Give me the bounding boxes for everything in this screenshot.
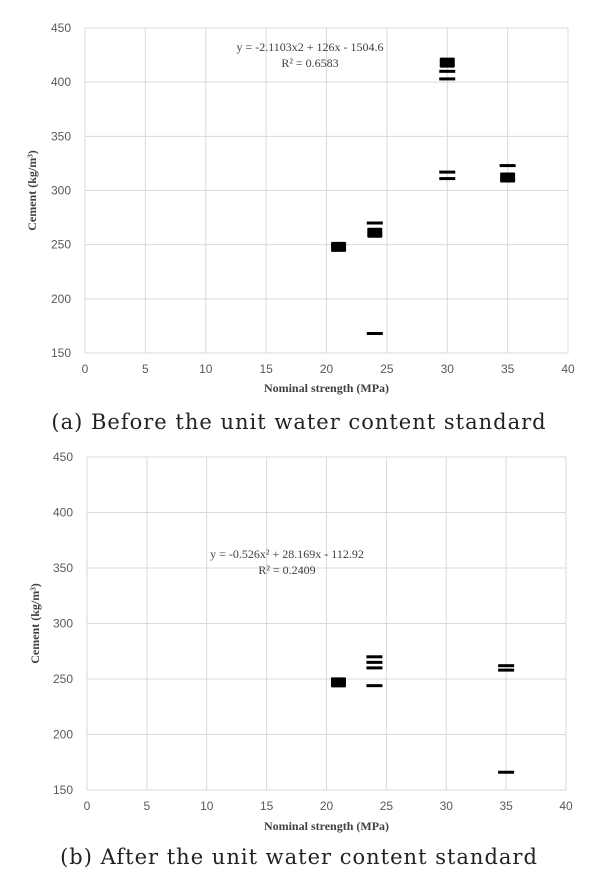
data-point [500,172,516,183]
plot-area-frame [84,27,569,354]
y-tick-label: 250 [51,238,71,252]
x-tick-label: 30 [441,362,455,376]
data-point [498,770,515,774]
x-tick-label: 20 [320,362,334,376]
data-point [366,684,383,688]
y-tick-label: 450 [51,21,71,35]
data-point [498,668,515,672]
x-tick-label: 20 [320,799,334,813]
y-tick-label: 250 [53,672,73,686]
data-point [331,241,347,252]
x-tick-label: 15 [259,362,273,376]
y-tick-label: 350 [51,129,71,143]
y-tick-label: 350 [53,561,73,575]
x-tick-label: 40 [561,362,575,376]
x-tick-label: 40 [559,799,573,813]
data-point [366,666,383,670]
x-tick-label: 35 [501,362,515,376]
x-axis-label: Nominal strength (MPa) [264,819,389,833]
chart-panel-a: 150 200 250 300 350 400 450 0 5 10 15 20 25 30 35 40 Nom… [0,0,598,440]
y-tick-label: 300 [51,184,71,198]
data-point [439,177,456,181]
data-point [498,664,515,668]
r-squared-label: R² = 0.2409 [258,563,315,577]
chart-panel-b: 150 200 250 300 350 400 450 0 5 10 15 20 25 30 35 40 Nom… [0,440,598,882]
data-point [499,164,516,168]
trendline-equation: y = -2.1103x2 + 126x - 1504.6 [236,40,383,54]
data-point [439,170,456,174]
data-point [366,221,383,225]
y-tick-label: 450 [53,450,73,464]
r-squared-label: R² = 0.6583 [281,56,338,70]
x-tick-label: 30 [440,799,454,813]
y-tick-label: 400 [53,506,73,520]
x-tick-label: 0 [82,362,89,376]
data-point [367,227,383,238]
caption-b: (b) After the unit water content standar… [60,845,538,869]
x-tick-label: 15 [260,799,274,813]
y-tick-label: 400 [51,75,71,89]
data-point [439,57,455,68]
y-tick-label: 150 [53,783,73,797]
y-tick-label: 300 [53,617,73,631]
chart-b: 150 200 250 300 350 400 450 0 5 10 15 20 25 30 35 40 Nom… [28,450,573,833]
x-tick-label: 0 [84,799,91,813]
y-tick-label: 200 [53,728,73,742]
x-tick-label: 5 [142,362,149,376]
x-tick-label: 10 [200,799,214,813]
y-tick-label: 200 [51,292,71,306]
y-tick-label: 150 [51,346,71,360]
chart-a: 150 200 250 300 350 400 450 0 5 10 15 20 25 30 35 40 Nom… [25,21,575,395]
y-axis-label: Cement (kg/m³) [25,150,39,231]
data-point [366,332,383,335]
x-tick-label: 35 [499,799,513,813]
x-axis-label: Nominal strength (MPa) [264,381,389,395]
data-point [439,69,456,73]
data-point [330,677,346,688]
x-tick-label: 25 [380,362,394,376]
data-point [366,660,383,664]
trendline-equation: y = -0.526x² + 28.169x - 112.92 [210,547,364,561]
caption-a: (a) Before the unit water content standa… [51,410,547,434]
data-point [439,77,456,81]
y-axis-label: Cement (kg/m³) [28,583,42,664]
data-point [366,655,383,659]
plot-area-frame [86,456,567,791]
x-tick-label: 5 [144,799,151,813]
x-tick-label: 25 [380,799,394,813]
x-tick-label: 10 [199,362,213,376]
